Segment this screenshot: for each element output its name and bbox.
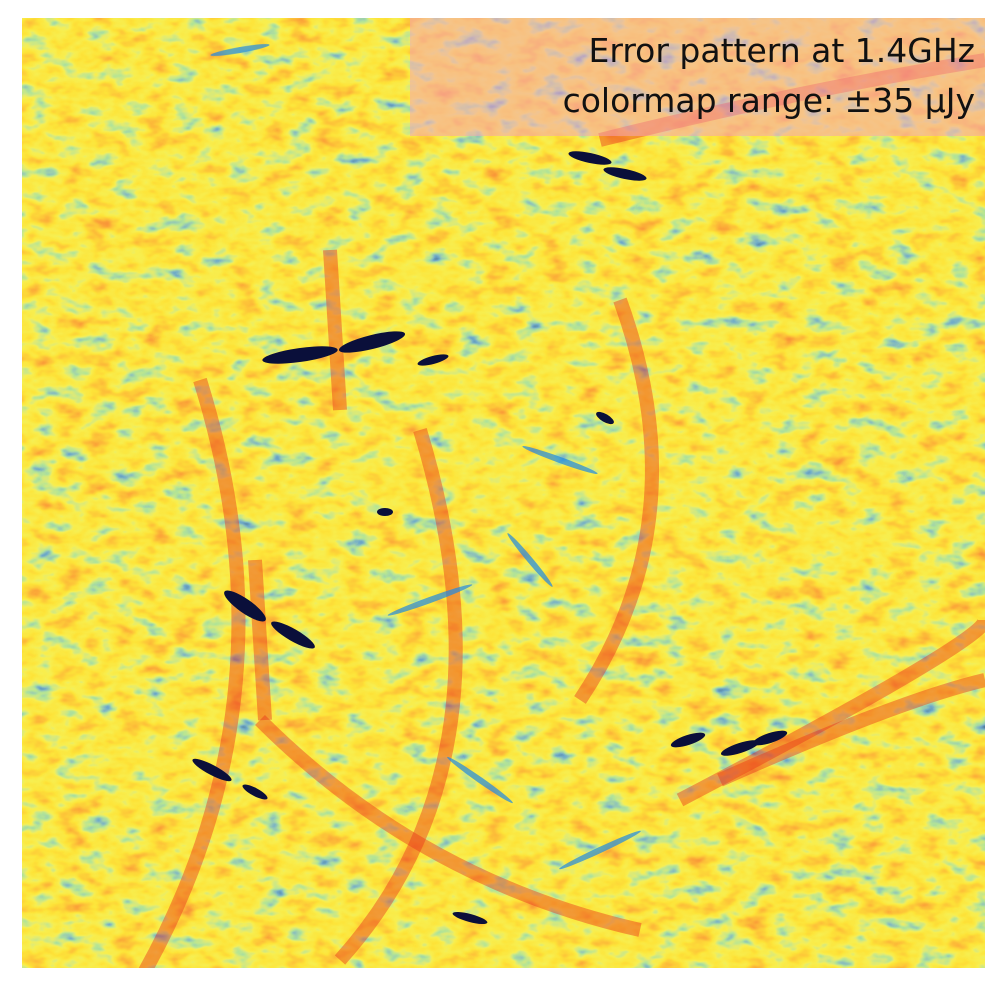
caption-line: Error pattern at 1.4GHz [588, 31, 975, 70]
map [22, 18, 985, 980]
caption-line: colormap range: ±35 μJy [563, 81, 975, 120]
error-map-figure: Error pattern at 1.4GHz colormap range: … [0, 0, 987, 986]
page: Error pattern at 1.4GHz colormap range: … [0, 0, 987, 986]
map-texture [22, 18, 985, 968]
